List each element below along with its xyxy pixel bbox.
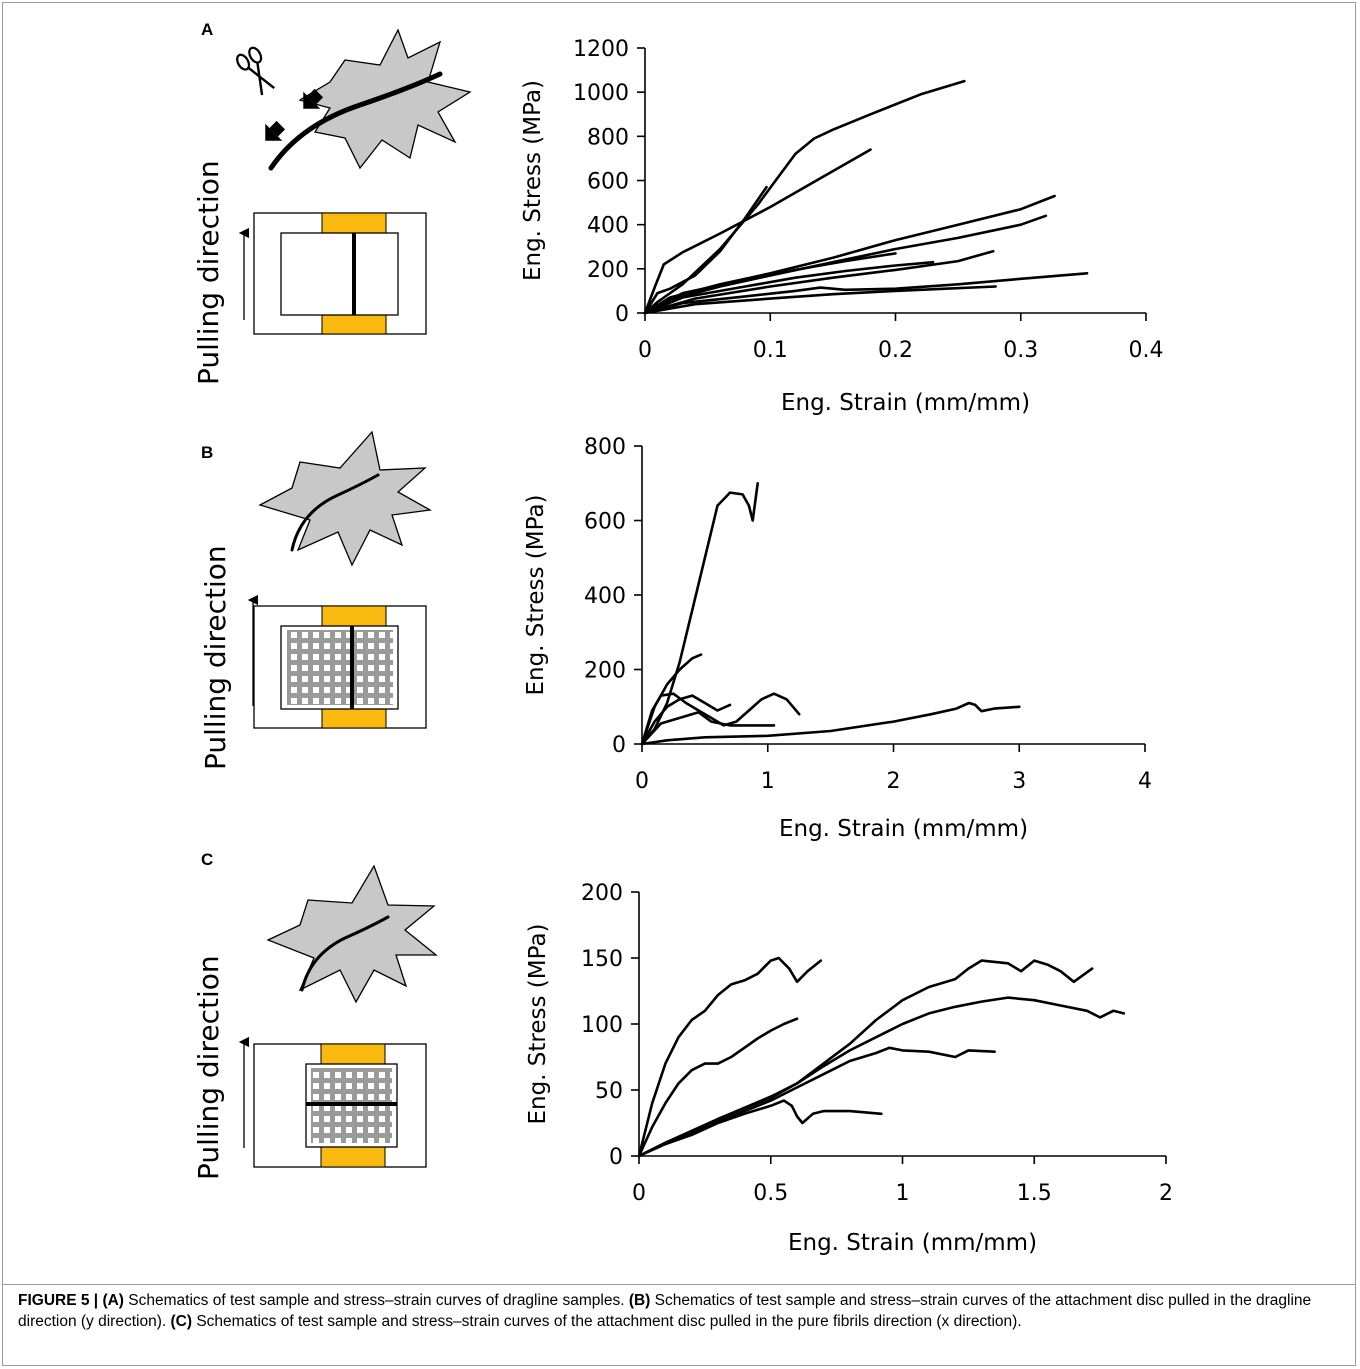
caption-divider (2, 1284, 1356, 1285)
stress-strain-curve-4 (640, 694, 732, 746)
caption-figure-label: FIGURE 5 | (18, 1292, 99, 1309)
cut-arrow-icon (265, 120, 286, 141)
y-tick-label: 400 (587, 214, 629, 239)
x-axis-label: Eng. Strain (mm/mm) (781, 390, 1030, 416)
disc-leaf-schematic-b (258, 430, 433, 567)
x-tick-label: 1 (896, 1181, 910, 1206)
panel-letter-a: A (201, 20, 213, 39)
cut-arrow-icon (303, 88, 324, 109)
x-tick-label: 0.1 (753, 338, 788, 363)
y-tick-label: 200 (581, 881, 623, 906)
x-tick-label: 0.2 (878, 338, 913, 363)
y-tick-label: 1000 (573, 81, 629, 106)
test-sample-frame-b (253, 605, 427, 729)
panel-c: C Pulling direction (192, 850, 438, 1180)
test-sample-frame-a (253, 212, 427, 335)
panel-b: B Pulling direction (199, 430, 433, 770)
y-tick-label: 800 (587, 125, 629, 150)
stress-strain-curve-2 (643, 148, 872, 315)
panel-letter-c: C (201, 850, 213, 869)
x-axis-label: Eng. Strain (mm/mm) (788, 1230, 1037, 1256)
x-axis-label: Eng. Strain (mm/mm) (779, 816, 1028, 842)
y-tick-label: 200 (584, 659, 626, 684)
y-tick-label: 600 (584, 510, 626, 535)
leaf-shape-a (298, 28, 472, 170)
y-tick-label: 0 (615, 302, 629, 327)
x-tick-label: 0.4 (1129, 338, 1164, 363)
caption-part-label: (C) (170, 1313, 193, 1330)
x-tick-label: 1 (761, 769, 775, 794)
x-tick-label: 2 (887, 769, 901, 794)
stress-strain-curve-5 (640, 711, 776, 746)
stress-strain-curve-1 (643, 79, 966, 315)
attachment-thread-b (290, 473, 380, 552)
y-axis-label: Eng. Stress (MPa) (525, 923, 551, 1124)
x-tick-label: 0 (635, 769, 649, 794)
caption-part-label: (B) (628, 1292, 651, 1309)
stress-strain-curve-6 (643, 252, 897, 315)
figure-caption: FIGURE 5 | (A) Schematics of test sample… (18, 1290, 1343, 1332)
x-tick-label: 2 (1159, 1181, 1173, 1206)
panel-a: A Pullin (192, 20, 472, 385)
pulling-direction-label-c: Pulling direction (192, 955, 225, 1180)
test-sample-frame-c (253, 1043, 427, 1168)
y-tick-label: 800 (584, 435, 626, 460)
scissors-icon (236, 46, 275, 96)
caption-part-text: Schematics of test sample and stress–str… (18, 1292, 1312, 1330)
stress-strain-chart-b: 0 1 2 3 4 0 200 400 600 800 Eng. Strain (mm/mm) Eng… (523, 435, 1152, 842)
x-tick-label: 4 (1138, 769, 1152, 794)
y-tick-label: 150 (581, 947, 623, 972)
y-tick-label: 50 (595, 1079, 623, 1104)
y-tick-label: 400 (584, 584, 626, 609)
y-tick-label: 200 (587, 258, 629, 283)
stress-strain-curve-2 (637, 1017, 799, 1158)
dragline-thread-a (268, 71, 443, 171)
caption-part-text: Schematics of test sample and stress–str… (123, 1292, 629, 1309)
stress-strain-curve-6 (637, 1099, 883, 1158)
stress-strain-curve-4 (643, 194, 1056, 315)
x-tick-label: 0.5 (753, 1181, 788, 1206)
stress-strain-curve-5 (637, 1046, 996, 1158)
stress-strain-curve-1 (637, 956, 823, 1158)
caption-part-text: Schematics of test sample and stress–str… (192, 1313, 1022, 1330)
x-tick-label: 3 (1012, 769, 1026, 794)
x-tick-label: 0 (632, 1181, 646, 1206)
stress-strain-chart-a: 0 0.1 0.2 0.3 0.4 0 200 400 600 800 1000 1200 Eng. S… (520, 37, 1164, 416)
x-tick-label: 1.5 (1017, 1181, 1052, 1206)
y-tick-label: 0 (609, 1145, 623, 1170)
y-tick-label: 0 (612, 733, 626, 758)
dragline-leaf-schematic-a (236, 28, 472, 171)
panel-letter-b: B (201, 443, 213, 462)
attachment-thread-c (300, 915, 390, 992)
stress-strain-curve-4 (637, 996, 1126, 1158)
y-tick-label: 600 (587, 170, 629, 195)
figure-canvas: A Pullin (192, 20, 1173, 1256)
y-tick-label: 1200 (573, 37, 629, 62)
stress-strain-curve-10 (643, 285, 997, 315)
y-axis-label: Eng. Stress (MPa) (523, 494, 549, 695)
stress-strain-curve-6 (640, 701, 1021, 746)
y-tick-label: 100 (581, 1013, 623, 1038)
y-axis-label: Eng. Stress (MPa) (520, 80, 546, 281)
stress-strain-curve-3 (643, 185, 768, 315)
stress-strain-curve-7 (643, 260, 935, 315)
stress-strain-curve-9 (643, 272, 1089, 315)
stress-strain-curve-8 (643, 249, 995, 315)
stress-strain-curve-1 (640, 482, 759, 746)
stress-strain-chart-c: 0 0.5 1 1.5 2 0 50 100 150 200 Eng. Strain (mm/mm)… (525, 881, 1173, 1256)
pulling-direction-label-a: Pulling direction (192, 160, 225, 385)
disc-leaf-schematic-c (266, 864, 438, 1004)
pulling-direction-label-b: Pulling direction (199, 545, 232, 770)
caption-part-label: (A) (102, 1292, 124, 1309)
leaf-shape-b (258, 430, 433, 567)
x-tick-label: 0.3 (1003, 338, 1038, 363)
x-tick-label: 0 (638, 338, 652, 363)
